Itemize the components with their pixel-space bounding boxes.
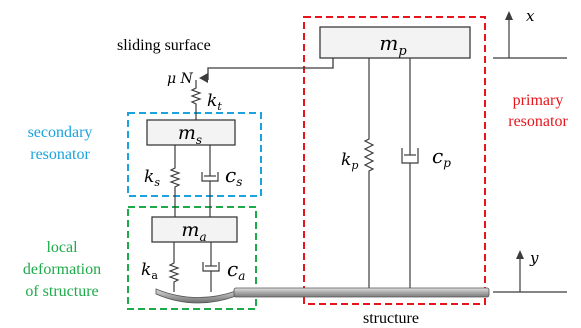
kt-label: kt — [207, 91, 222, 113]
local-deformation-curve — [155, 288, 237, 304]
ca-damper — [202, 242, 220, 292]
ca-label: ca — [227, 257, 245, 283]
ks-spring — [169, 145, 181, 218]
ks-label: ks — [144, 167, 160, 189]
local-deformation-label-line3: of structure — [25, 283, 98, 300]
cp-label: cp — [432, 144, 451, 170]
cp-damper — [401, 58, 419, 291]
local-deformation-label-line1: local — [46, 239, 78, 256]
local-mass-block — [151, 216, 238, 243]
friction-link-line — [207, 58, 334, 80]
y-label: y — [529, 249, 539, 267]
x-arrow-head — [505, 11, 513, 20]
structure-label: structure — [363, 310, 419, 327]
local-deformation-label-line2: deformation — [23, 261, 101, 278]
secondary-mass-label: ms — [178, 122, 202, 147]
secondary-mass-block — [146, 119, 236, 146]
sliding-surface-label: sliding surface — [117, 37, 211, 54]
secondary-resonator-label-line2: resonator — [30, 146, 90, 163]
local-mass-label: ma — [181, 219, 206, 244]
ka-spring — [168, 242, 180, 292]
primary-resonator-box — [303, 16, 486, 305]
secondary-resonator-box — [127, 112, 262, 197]
cs-damper — [201, 145, 219, 218]
kp-spring — [363, 58, 375, 291]
primary-resonator-label-line1: primary — [513, 92, 564, 109]
x-label: x — [526, 7, 535, 25]
primary-mass-label: mp — [379, 31, 407, 59]
cs-label: cs — [225, 163, 242, 189]
kt-spring — [190, 80, 202, 120]
y-arrow-head — [516, 250, 524, 259]
secondary-resonator-label-line1: secondary — [28, 124, 93, 141]
local-deformation-box — [127, 206, 257, 310]
mu-n-label: μ N — [167, 71, 194, 87]
ka-label: ka — [141, 260, 158, 282]
friction-arrow — [199, 73, 208, 83]
kp-label: kp — [341, 150, 358, 172]
primary-resonator-label-line2: resonator — [508, 113, 568, 130]
primary-mass-block — [319, 26, 471, 59]
structure-beam — [233, 287, 490, 298]
